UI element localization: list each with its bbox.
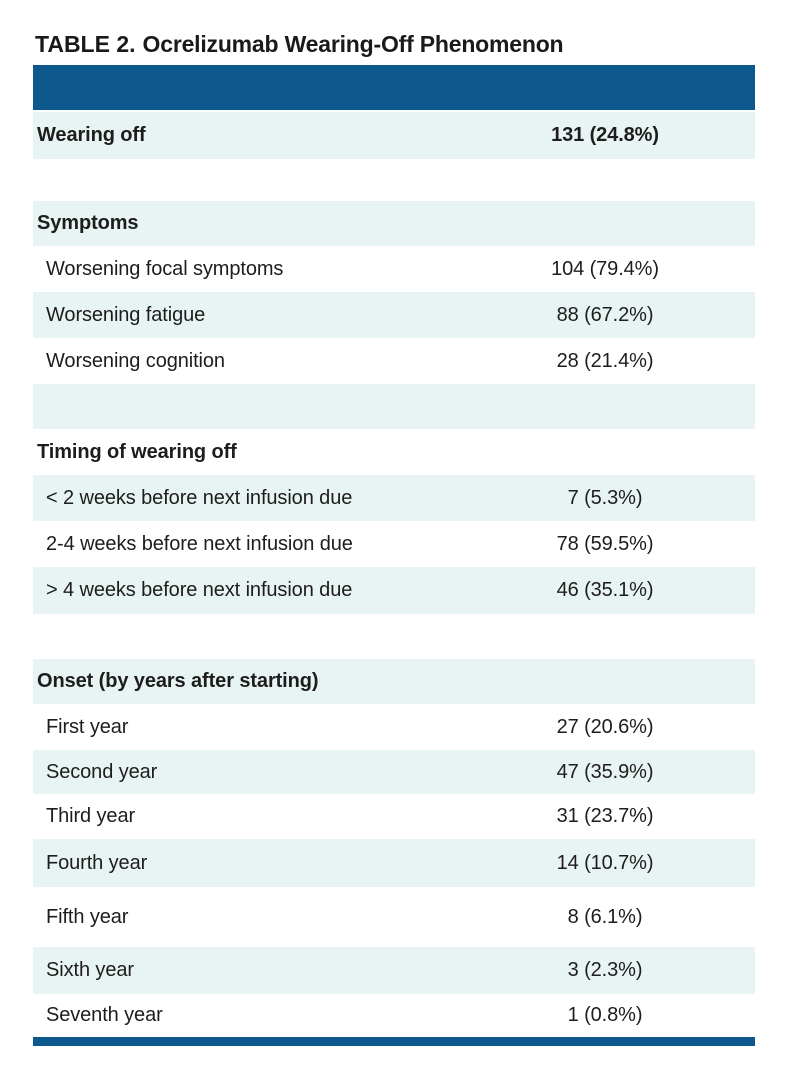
row-value: 78 (59.5%) [556, 532, 654, 555]
table-row: Third year 31 (23.7%) [33, 794, 755, 839]
row-value: 28 (21.4%) [556, 349, 654, 372]
row-label: Fourth year [46, 851, 148, 874]
row-value: 31 (23.7%) [556, 805, 654, 827]
row-label: Worsening focal symptoms [46, 257, 284, 280]
row-label: < 2 weeks before next infusion due [46, 486, 353, 509]
row-label: 2-4 weeks before next infusion due [46, 532, 353, 555]
table-row: Worsening focal symptoms 104 (79.4%) [33, 246, 755, 292]
table-row: Second year 47 (35.9%) [33, 750, 755, 794]
section-header-symptoms: Symptoms [33, 201, 755, 246]
table-row: Worsening fatigue 88 (67.2%) [33, 292, 755, 338]
row-value: 1 (0.8%) [567, 1004, 643, 1026]
table-title: TABLE 2. Ocrelizumab Wearing-Off Phenomen… [0, 0, 798, 58]
table-row: First year 27 (20.6%) [33, 704, 755, 750]
row-value: 27 (20.6%) [556, 715, 654, 738]
row-value: 47 (35.9%) [556, 760, 654, 783]
table-header-bar [33, 65, 755, 110]
row-value: 131 (24.8%) [551, 124, 659, 146]
table-row: Fifth year 8 (6.1%) [33, 887, 755, 947]
section-header-onset: Onset (by years after starting) [33, 659, 755, 704]
row-wearing-off: Wearing off 131 (24.8%) [33, 112, 755, 159]
row-value: 14 (10.7%) [556, 851, 654, 874]
row-label: Sixth year [46, 959, 134, 981]
table-row: Worsening cognition 28 (21.4%) [33, 338, 755, 384]
table-title-text: Ocrelizumab Wearing-Off Phenomenon [142, 31, 564, 57]
row-value: 8 (6.1%) [567, 905, 643, 928]
row-label: Seventh year [46, 1004, 163, 1026]
row-label: Worsening fatigue [46, 303, 206, 326]
empty-tint-band [33, 384, 755, 429]
row-label: > 4 weeks before next infusion due [46, 579, 353, 601]
row-value: 3 (2.3%) [567, 959, 643, 981]
section-header-label: Onset (by years after starting) [37, 670, 319, 692]
table-title-prefix: TABLE 2. [35, 31, 136, 57]
table-row: > 4 weeks before next infusion due 46 (3… [33, 567, 755, 614]
row-label: Wearing off [37, 124, 146, 146]
row-label: Worsening cognition [46, 349, 225, 372]
row-value: 88 (67.2%) [556, 303, 654, 326]
table-row: Fourth year 14 (10.7%) [33, 839, 755, 887]
row-value: 104 (79.4%) [551, 257, 659, 280]
row-label: Fifth year [46, 905, 129, 928]
table-2: Wearing off 131 (24.8%) Symptoms Worseni… [33, 65, 755, 1046]
row-value: 7 (5.3%) [567, 486, 643, 509]
section-header-label: Timing of wearing off [37, 440, 237, 463]
section-header-label: Symptoms [37, 212, 139, 234]
table-row: 2-4 weeks before next infusion due 78 (5… [33, 521, 755, 567]
table-footer-bar [33, 1037, 755, 1046]
row-label: Second year [46, 760, 158, 783]
section-gap [33, 614, 755, 659]
table-row: Seventh year 1 (0.8%) [33, 994, 755, 1037]
section-gap [33, 159, 755, 201]
row-label: First year [46, 715, 129, 738]
row-value: 46 (35.1%) [556, 579, 654, 601]
row-label: Third year [46, 805, 136, 827]
section-header-timing: Timing of wearing off [33, 429, 755, 475]
table-row: < 2 weeks before next infusion due 7 (5.… [33, 475, 755, 521]
table-row: Sixth year 3 (2.3%) [33, 947, 755, 994]
